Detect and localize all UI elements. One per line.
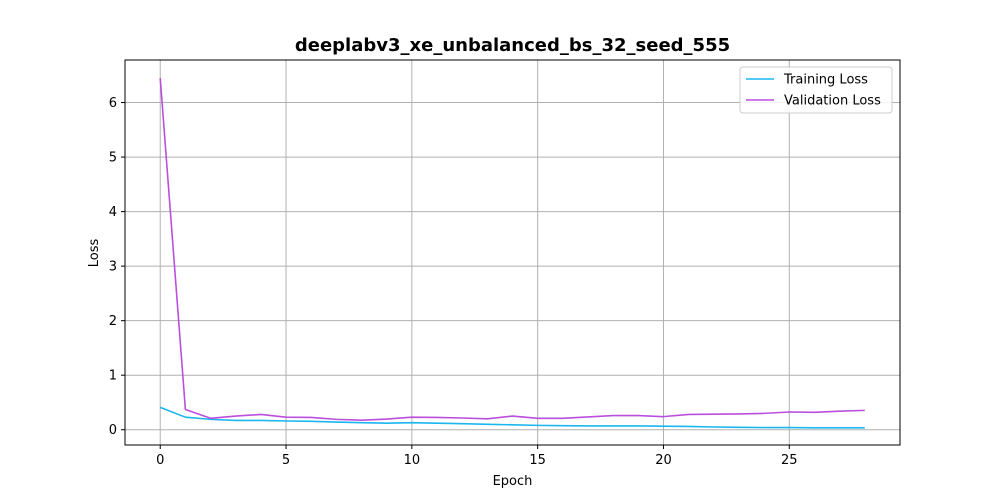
y-tick-label: 6 bbox=[109, 96, 117, 111]
x-tick-label: 20 bbox=[655, 453, 672, 468]
legend: Training Loss Validation Loss bbox=[739, 66, 893, 114]
plot-area bbox=[125, 60, 900, 445]
grid-lines bbox=[125, 60, 900, 445]
chart-title: deeplabv3_xe_unbalanced_bs_32_seed_555 bbox=[295, 35, 730, 56]
x-tick-label: 15 bbox=[529, 453, 546, 468]
validation-loss-legend-label: Validation Loss bbox=[784, 94, 881, 109]
y-tick-label: 4 bbox=[109, 205, 117, 220]
y-axis-ticks: 0 1 2 3 4 5 6 bbox=[109, 96, 125, 438]
y-tick-label: 0 bbox=[109, 423, 117, 438]
training-loss-legend-label: Training Loss bbox=[783, 73, 868, 88]
y-tick-label: 1 bbox=[109, 369, 117, 384]
legend-box bbox=[739, 66, 893, 114]
x-tick-label: 0 bbox=[156, 453, 164, 468]
series-layer bbox=[159, 77, 865, 429]
y-tick-label: 3 bbox=[109, 260, 117, 275]
y-axis-label: Loss bbox=[87, 239, 102, 268]
x-tick-label: 5 bbox=[282, 453, 290, 468]
x-tick-label: 25 bbox=[781, 453, 798, 468]
plot-frame bbox=[124, 59, 901, 446]
x-axis-ticks: 0 5 10 15 20 25 bbox=[156, 445, 798, 468]
y-tick-label: 5 bbox=[109, 151, 117, 166]
training-loss-line bbox=[159, 406, 865, 429]
x-tick-label: 10 bbox=[404, 453, 421, 468]
x-axis-label: Epoch bbox=[493, 474, 533, 489]
validation-loss-line bbox=[159, 77, 865, 421]
y-tick-label: 2 bbox=[109, 314, 117, 329]
